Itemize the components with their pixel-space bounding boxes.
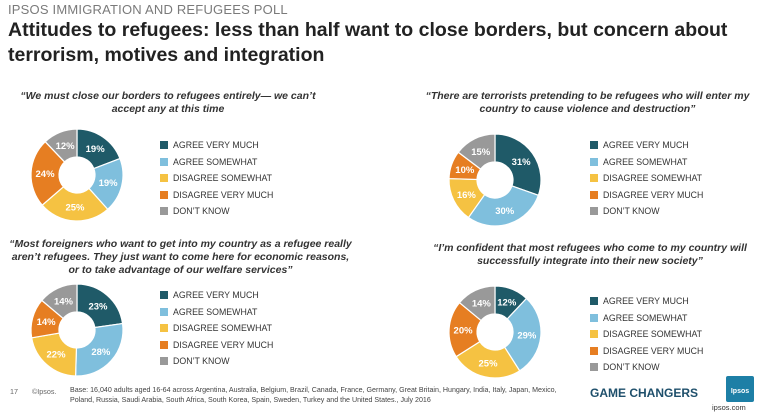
headline: Attitudes to refugees: less than half wa… — [8, 19, 728, 66]
legend-label: DON’T KNOW — [173, 206, 230, 216]
donut-1-slice-disagree-very-much — [30, 140, 66, 206]
legend-label: DISAGREE SOMEWHAT — [603, 173, 703, 183]
donut-2-slice-agree-very-much — [494, 133, 542, 197]
legend-label: DISAGREE SOMEWHAT — [173, 323, 273, 333]
legend-swatch — [160, 340, 168, 349]
legend-swatch — [160, 174, 168, 182]
game-changers-label: GAME CHANGERS — [590, 386, 699, 400]
donut-chart-3: 23% 28% 22% 14% 14% — [30, 283, 124, 377]
donut-2-label-agree-very-much: 31% — [512, 157, 532, 168]
donut-chart-4: 12% 29% 25% 20% 14% — [448, 285, 542, 379]
legend-swatch — [160, 190, 168, 199]
legend-label: DISAGREE SOMEWHAT — [173, 173, 273, 183]
poll-label: IPSOS IMMIGRATION AND REFUGEES POLL — [8, 2, 288, 17]
donut-3-slice-disagree-somewhat — [30, 332, 78, 377]
legend-label: AGREE SOMEWHAT — [173, 156, 258, 167]
legend-swatch — [590, 190, 598, 199]
legend-label: AGREE SOMEWHAT — [603, 312, 688, 323]
donut-2-label-disagree-very-much: 10% — [455, 165, 475, 176]
quote-3: “Most foreigners who want to get into my… — [9, 238, 352, 276]
donut-1-label-disagree-somewhat: 25% — [65, 202, 85, 213]
donut-chart-2: 31% 30% 16% 10% 15% — [448, 133, 542, 227]
legend-swatch — [590, 330, 598, 338]
donut-4-label-disagree-somewhat: 25% — [479, 359, 499, 370]
legend-swatch — [160, 207, 168, 215]
donut-3-label-don-t-know: 14% — [54, 296, 74, 307]
donut-2-label-disagree-somewhat: 16% — [457, 190, 477, 201]
donut-3-label-agree-very-much: 23% — [88, 301, 108, 312]
donut-1-label-agree-somewhat: 19% — [99, 178, 119, 189]
legend-label: DISAGREE VERY MUCH — [173, 339, 274, 350]
legend-swatch — [160, 157, 168, 166]
legend-swatch — [590, 363, 598, 371]
legend-label: DISAGREE VERY MUCH — [173, 189, 274, 200]
legend-swatch — [160, 307, 168, 316]
copyright: ©Ipsos. — [32, 387, 57, 396]
legend-label: AGREE VERY MUCH — [173, 290, 259, 300]
donut-3-label-disagree-somewhat: 22% — [47, 350, 67, 361]
legend-label: AGREE VERY MUCH — [603, 296, 689, 306]
ipsos-logo-text: Ipsos — [730, 388, 750, 395]
quote-1: “We must close our borders to refugees e… — [20, 90, 316, 115]
page-number: 17 — [10, 387, 18, 396]
site-url: ipsos.com — [712, 403, 746, 412]
legend-swatch — [160, 324, 168, 332]
donut-2-slice-don-t-know — [457, 133, 496, 170]
legend-swatch — [590, 207, 598, 215]
donut-4-label-agree-very-much: 12% — [497, 298, 517, 309]
legend-label: AGREE VERY MUCH — [603, 140, 689, 150]
legend-swatch — [590, 313, 598, 322]
donut-1-slice-don-t-know — [44, 128, 78, 163]
legend-label: DISAGREE VERY MUCH — [603, 345, 704, 356]
donut-4-slice-agree-somewhat — [503, 297, 542, 372]
legend-swatch — [590, 174, 598, 182]
legend-swatch — [590, 297, 598, 305]
legend-swatch — [590, 346, 598, 355]
legend-swatch — [590, 157, 598, 166]
donut-2-slice-agree-somewhat — [467, 185, 540, 227]
donut-4-label-disagree-very-much: 20% — [454, 325, 474, 336]
legend-swatch — [160, 357, 168, 365]
donut-3-label-agree-somewhat: 28% — [91, 347, 111, 358]
quote-2: “There are terrorists pretending to be r… — [425, 90, 750, 115]
donut-4-slice-disagree-somewhat — [455, 340, 521, 379]
legend-label: DISAGREE SOMEWHAT — [603, 329, 703, 339]
legend-label: DON’T KNOW — [173, 356, 230, 366]
quote-4: “I’m confident that most refugees who co… — [433, 242, 747, 267]
donut-1-label-don-t-know: 12% — [56, 141, 76, 152]
donut-2-label-agree-somewhat: 30% — [495, 206, 515, 217]
legend-swatch — [590, 141, 598, 149]
donut-3-slice-agree-somewhat — [74, 322, 124, 377]
legend-label: DISAGREE VERY MUCH — [603, 189, 704, 200]
donut-1-label-disagree-very-much: 24% — [36, 169, 56, 180]
legend-label: DON’T KNOW — [603, 206, 660, 216]
donut-4-slice-don-t-know — [458, 285, 496, 322]
donut-chart-1: 19% 19% 25% 24% 12% — [30, 128, 124, 222]
donut-3-slice-don-t-know — [40, 283, 78, 320]
legend-label: AGREE SOMEWHAT — [603, 156, 688, 167]
legend-label: AGREE SOMEWHAT — [173, 306, 258, 317]
legend-label: DON’T KNOW — [603, 362, 660, 372]
donut-4-label-agree-somewhat: 29% — [517, 331, 537, 342]
legend-swatch — [160, 141, 168, 149]
donut-1-label-agree-very-much: 19% — [86, 144, 106, 155]
ipsos-logo: Ipsos — [726, 376, 754, 402]
base-note: Base: 16,040 adults aged 16-64 across Ar… — [70, 386, 557, 404]
legend-label: AGREE VERY MUCH — [173, 140, 259, 150]
donut-4-label-don-t-know: 14% — [472, 299, 492, 310]
donut-2-label-don-t-know: 15% — [471, 147, 491, 158]
legend-swatch — [160, 291, 168, 299]
donut-3-label-disagree-very-much: 14% — [37, 317, 57, 328]
